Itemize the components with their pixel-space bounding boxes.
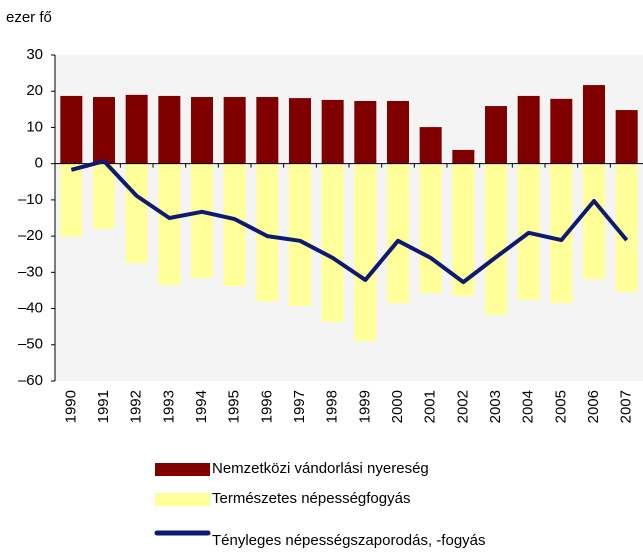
bar: [354, 101, 377, 164]
x-tick-label: 2002: [454, 390, 471, 423]
bar: [517, 95, 540, 164]
x-tick-label: 2003: [487, 390, 504, 423]
bar: [321, 99, 344, 164]
bar: [550, 98, 573, 164]
bar: [354, 163, 377, 342]
bar: [615, 110, 638, 164]
bar: [158, 163, 181, 286]
legend-swatch: [155, 493, 210, 506]
y-tick-label: –30: [18, 263, 43, 280]
bar: [93, 163, 115, 229]
y-tick-label: –60: [18, 372, 43, 389]
line: [70, 159, 629, 285]
x-tick-label: 1991: [95, 390, 112, 423]
bar: [550, 163, 573, 304]
x-tick-label: 1992: [128, 390, 145, 423]
y-axis-label: ezer fő: [6, 9, 52, 26]
bar: [583, 163, 605, 280]
x-tick-label: 1999: [356, 390, 373, 423]
bar: [256, 163, 279, 302]
plot-area: [55, 55, 643, 381]
bar: [452, 163, 475, 296]
legend-swatch: [155, 463, 210, 476]
legend-label: Tényleges népességszaporodás, -fogyás: [212, 532, 486, 549]
bar: [615, 163, 638, 292]
x-tick-label: 1990: [62, 390, 79, 423]
bar: [158, 95, 181, 164]
y-tick-label: –50: [18, 336, 43, 353]
bar: [387, 101, 409, 164]
x-tick-label: 1995: [226, 390, 243, 423]
bar: [452, 149, 475, 164]
bar: [321, 163, 344, 322]
bar: [419, 127, 442, 164]
bar: [191, 163, 213, 279]
x-tick-label: 1994: [193, 390, 210, 423]
x-tick-label: 2005: [552, 390, 569, 423]
bar: [419, 163, 442, 293]
bar: [583, 85, 605, 164]
bar: [485, 163, 507, 316]
bar: [125, 94, 148, 164]
y-tick-label: –10: [18, 191, 43, 208]
y-tick-label: 0: [35, 155, 43, 172]
x-tick-label: 2004: [520, 390, 537, 423]
bar: [125, 163, 148, 263]
bar: [256, 97, 279, 164]
x-tick-label: 2006: [585, 390, 602, 423]
x-tick-label: 2007: [618, 390, 635, 423]
y-tick-label: 20: [26, 82, 43, 99]
legend-label: Természetes népességfogyás: [212, 490, 410, 507]
bar: [60, 163, 83, 237]
x-tick-label: 1997: [291, 390, 308, 423]
legend-label: Nemzetközi vándorlási nyereség: [212, 460, 429, 477]
x-tick-label: 1996: [258, 390, 275, 423]
y-tick-label: 30: [26, 46, 43, 63]
bar: [60, 95, 83, 164]
x-tick-label: 2000: [389, 390, 406, 423]
bar: [223, 97, 246, 164]
bar: [387, 163, 409, 304]
bar: [93, 97, 115, 164]
bar: [289, 98, 311, 164]
y-tick-label: –40: [18, 300, 43, 317]
bar: [223, 163, 246, 287]
bar: [485, 106, 507, 164]
bar: [191, 97, 213, 164]
bar: [289, 163, 311, 307]
x-tick-label: 1998: [324, 390, 341, 423]
x-tick-label: 2001: [422, 390, 439, 423]
y-tick-label: –20: [18, 227, 43, 244]
x-tick-label: 1993: [160, 390, 177, 423]
y-tick-label: 10: [26, 118, 43, 135]
